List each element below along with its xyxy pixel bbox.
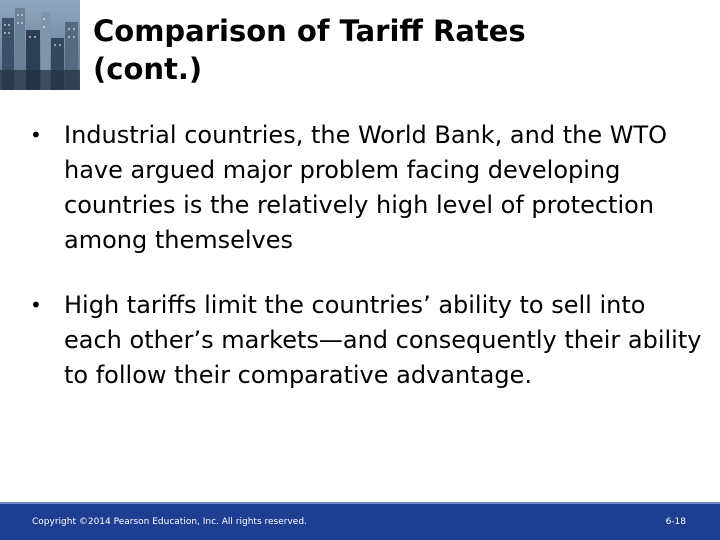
page-number: 6-18 xyxy=(665,517,686,527)
city-skyline-image xyxy=(0,0,80,90)
bullet-item: • High tariffs limit the countries’ abil… xyxy=(30,288,705,393)
bullet-text: Industrial countries, the World Bank, an… xyxy=(64,121,667,254)
bullet-icon: • xyxy=(30,123,42,147)
bullet-list: • Industrial countries, the World Bank, … xyxy=(30,118,705,423)
bullet-icon: • xyxy=(30,293,42,317)
bullet-text: High tariffs limit the countries’ abilit… xyxy=(64,291,702,389)
footer-bar: Copyright ©2014 Pearson Education, Inc. … xyxy=(0,502,720,540)
copyright-text: Copyright ©2014 Pearson Education, Inc. … xyxy=(32,517,307,527)
bullet-item: • Industrial countries, the World Bank, … xyxy=(30,118,705,258)
slide-title: Comparison of Tariff Rates (cont.) xyxy=(93,14,526,86)
